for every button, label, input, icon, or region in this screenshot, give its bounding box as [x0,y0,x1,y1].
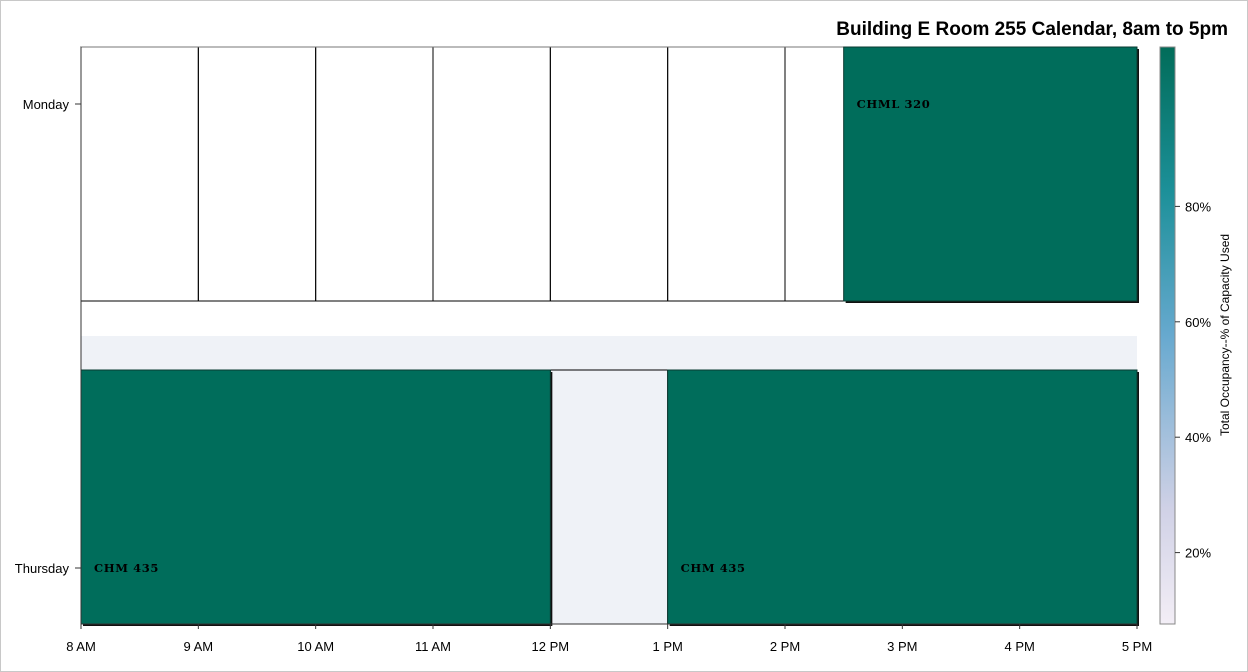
x-tick-label: 5 PM [1122,639,1152,654]
event-block-0 [843,46,1138,302]
x-tick-label: 3 PM [887,639,917,654]
x-tick-label: 8 AM [66,639,96,654]
colorbar-tick-label: 80% [1185,199,1211,214]
grid-cell-monday [549,46,669,302]
colorbar-legend: 20% 40% 60% 80% Total Occupancy--% of Capac… [1159,46,1232,625]
plot-area: CHML 320 CHM 435 CHM 435 [80,46,1139,626]
colorbar-tick-label: 20% [1185,546,1211,561]
grid-cell-monday [432,46,551,302]
colorbar-gradient [1159,46,1176,625]
x-tick-label: 11 AM [415,639,451,654]
x-tick-label: 2 PM [770,639,800,654]
event-block-1 [80,369,551,625]
grid-cell-monday [80,46,199,302]
colorbar-label: Total Occupancy--% of Capacity Used [1218,234,1232,436]
y-tick-label: Monday [23,97,70,112]
grid-cell-monday [315,46,434,302]
x-tick-label: 10 AM [297,639,334,654]
y-axis: Monday Thursday [15,47,82,624]
event-label: CHM 435 [94,561,159,575]
event-block-2 [667,369,1138,625]
colorbar-tick-label: 40% [1185,430,1211,445]
x-tick-label: 12 PM [532,639,570,654]
event-label: CHML 320 [857,97,931,111]
x-tick-label: 4 PM [1004,639,1034,654]
grid-cell-monday [667,46,786,302]
event-label: CHM 435 [681,561,746,575]
colorbar-tick-label: 60% [1185,315,1211,330]
y-tick-label: Thursday [15,561,70,576]
x-axis: 8 AM 9 AM 10 AM 11 AM 12 PM 1 PM 2 PM 3 PM 4 PM 5… [66,623,1152,654]
x-tick-label: 1 PM [652,639,682,654]
grid-cell-monday [197,46,317,302]
x-tick-label: 9 AM [184,639,214,654]
chart-title: Building E Room 255 Calendar, 8am to 5pm [836,19,1228,40]
